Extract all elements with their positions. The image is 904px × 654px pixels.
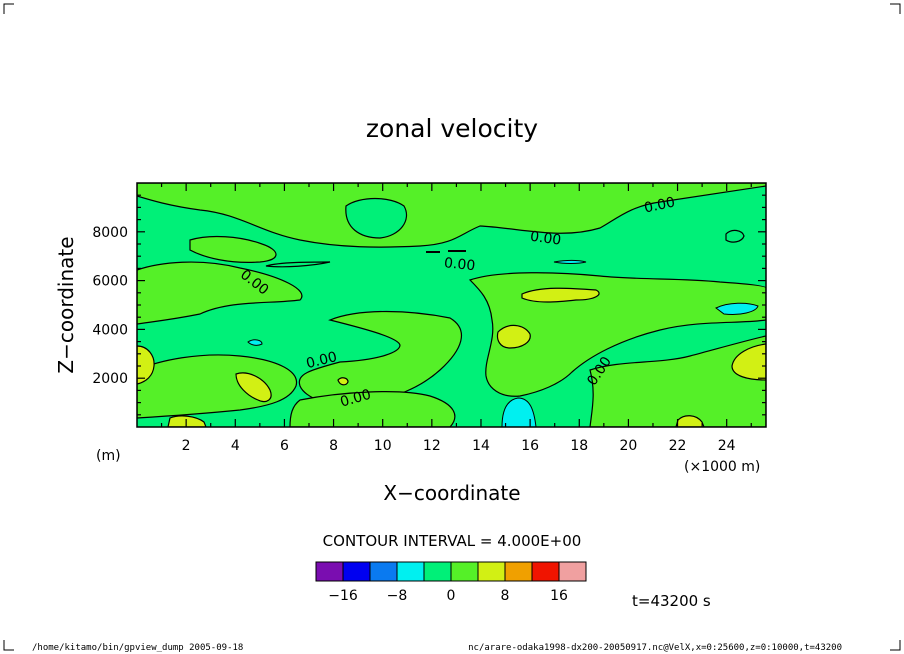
band-region-top [137,183,766,248]
band-region-upper-left [189,235,277,263]
colorbar-tick-label: −16 [328,588,358,604]
colorbar-swatch [369,561,398,582]
colorbar-swatch [477,561,506,582]
footer-right: nc/arare-odaka1998-dx200-20050917.nc@Vel… [468,643,842,653]
colorbar-tick-label: 0 [447,588,456,604]
x-tick-label: 4 [231,438,240,454]
band-region-bottom-right [675,415,705,427]
corner-marks [3,3,901,651]
colorbar-tick-label: −8 [387,588,408,604]
band-region-thin-cyan [553,260,587,264]
y-axis-label: Z−coordinate [54,236,78,373]
band-region-bottom-cyan [501,397,537,427]
contour-band-minus-four-to-zero [247,260,759,427]
contour-line-dashes [426,250,466,253]
colorbar-tick-label: 16 [550,588,568,604]
band-region-left-edge [137,345,155,385]
band-region-left-mid [137,261,303,325]
colorbar-swatch [396,561,425,582]
contour-band-four-to-eight [137,183,766,427]
contour-line-islands [265,197,745,268]
contour-label: 0.00 [305,349,339,372]
island-top [345,197,408,239]
x-tick-label: 20 [619,438,637,454]
x-tick-label: 2 [182,438,191,454]
x-tick-label: 18 [570,438,588,454]
x-axis-ticks: 2 4 6 8 10 12 14 16 18 20 22 24 [160,183,752,454]
x-tick-label: 14 [472,438,490,454]
x-axis-label: X−coordinate [383,481,520,505]
contour-interval-note: CONTOUR INTERVAL = 4.000E+00 [323,532,582,550]
y-axis-ticks: 2000 4000 6000 8000 [92,194,766,416]
y-tick-label: 4000 [92,322,128,338]
band-region-right-low [589,335,766,427]
y-unit-label: (m) [96,448,121,464]
colorbar-swatch [450,561,479,582]
y-tick-label: 2000 [92,371,128,387]
x-tick-label: 24 [718,438,736,454]
band-region-bottom-left [167,415,207,427]
band-region-center [468,272,766,397]
x-tick-label: 10 [374,438,392,454]
colorbar-swatch [558,561,587,582]
colorbar-swatch [315,561,344,582]
x-unit-label: (×1000 m) [684,459,760,475]
colorbar-swatch [531,561,560,582]
colorbar-tick-label: 8 [501,588,510,604]
x-tick-label: 6 [280,438,289,454]
x-tick-label: 12 [423,438,441,454]
time-label: t=43200 s [632,592,711,610]
band-region-small [337,377,349,386]
band-region-right-cyan [715,302,759,315]
colorbar-swatch [504,561,533,582]
band-region-mid-oval [496,324,531,349]
colorbar: −16 −8 0 8 16 [315,561,587,604]
contour-label: 0.00 [443,255,476,274]
band-region-right-edge [731,343,766,381]
band-region-left-oval [235,372,272,403]
band-region-bottom [289,391,456,427]
band-region-small-cyan [247,339,263,346]
island-thin [265,261,331,268]
y-tick-label: 6000 [92,274,128,290]
band-region-upper-right [521,287,600,303]
x-tick-label: 8 [329,438,338,454]
island-right [725,229,745,243]
colorbar-swatch [423,561,452,582]
band-region-lower-left [137,354,298,419]
x-tick-label: 16 [521,438,539,454]
x-tick-label: 22 [669,438,687,454]
y-tick-label: 8000 [92,225,128,241]
footer-left: /home/kitamo/bin/gpview_dump 2005-09-18 [32,643,243,653]
contour-label: 0.00 [643,194,677,216]
colorbar-swatch [342,561,371,582]
contour-labels: 0.00 0.00 0.00 0.00 0.00 0.00 0.00 [237,194,677,410]
chart-title: zonal velocity [366,114,538,143]
contour-field: 0.00 0.00 0.00 0.00 0.00 0.00 0.00 [137,183,766,427]
contour-band-eight-to-twelve [137,287,766,427]
contour-label: 0.00 [529,229,562,249]
